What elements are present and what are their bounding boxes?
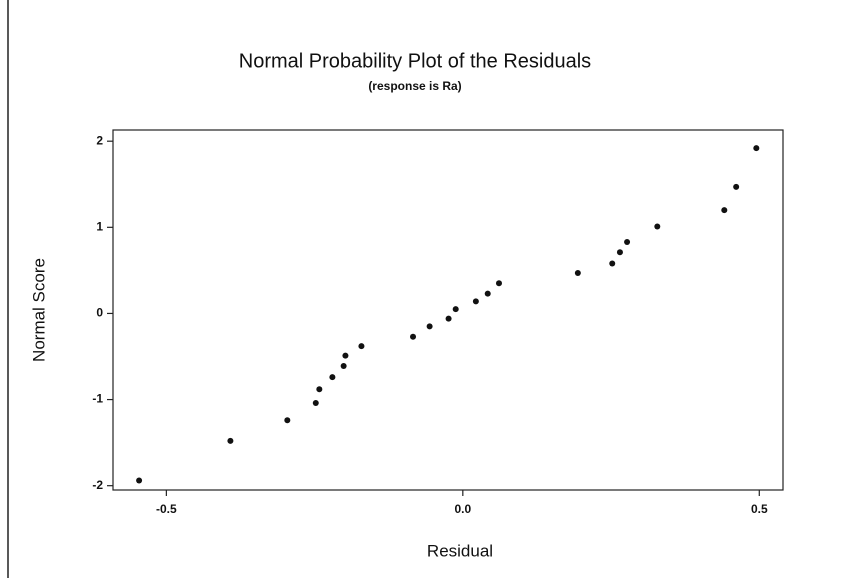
point: [473, 298, 479, 304]
y-tick-label: 0: [96, 306, 103, 320]
point: [721, 207, 727, 213]
point: [427, 323, 433, 329]
point: [446, 316, 452, 322]
y-tick-label: -1: [92, 392, 103, 406]
point: [753, 145, 759, 151]
point: [733, 184, 739, 190]
point: [342, 353, 348, 359]
point: [358, 343, 364, 349]
chart-subtitle: (response is Ra): [368, 79, 461, 93]
point: [316, 386, 322, 392]
point: [654, 223, 660, 229]
point: [329, 374, 335, 380]
point: [227, 438, 233, 444]
x-axis-label: Residual: [427, 541, 493, 560]
chart: Normal Probability Plot of the Residuals…: [0, 0, 859, 578]
point: [136, 478, 142, 484]
point: [410, 334, 416, 340]
y-tick-label: 2: [96, 133, 103, 147]
plot-frame: [113, 130, 783, 490]
y-tick-label: 1: [96, 219, 103, 233]
x-tick-label: 0.0: [454, 502, 471, 516]
point: [496, 280, 502, 286]
point: [617, 249, 623, 255]
point: [453, 306, 459, 312]
point: [284, 417, 290, 423]
point: [485, 291, 491, 297]
y-axis-label: Normal Score: [29, 258, 48, 362]
x-tick-label: 0.5: [751, 502, 768, 516]
chart-title: Normal Probability Plot of the Residuals: [239, 50, 591, 72]
y-tick-label: -2: [92, 478, 103, 492]
point: [609, 260, 615, 266]
point: [624, 239, 630, 245]
point: [341, 363, 347, 369]
point: [313, 400, 319, 406]
x-tick-label: -0.5: [156, 502, 177, 516]
point: [575, 270, 581, 276]
